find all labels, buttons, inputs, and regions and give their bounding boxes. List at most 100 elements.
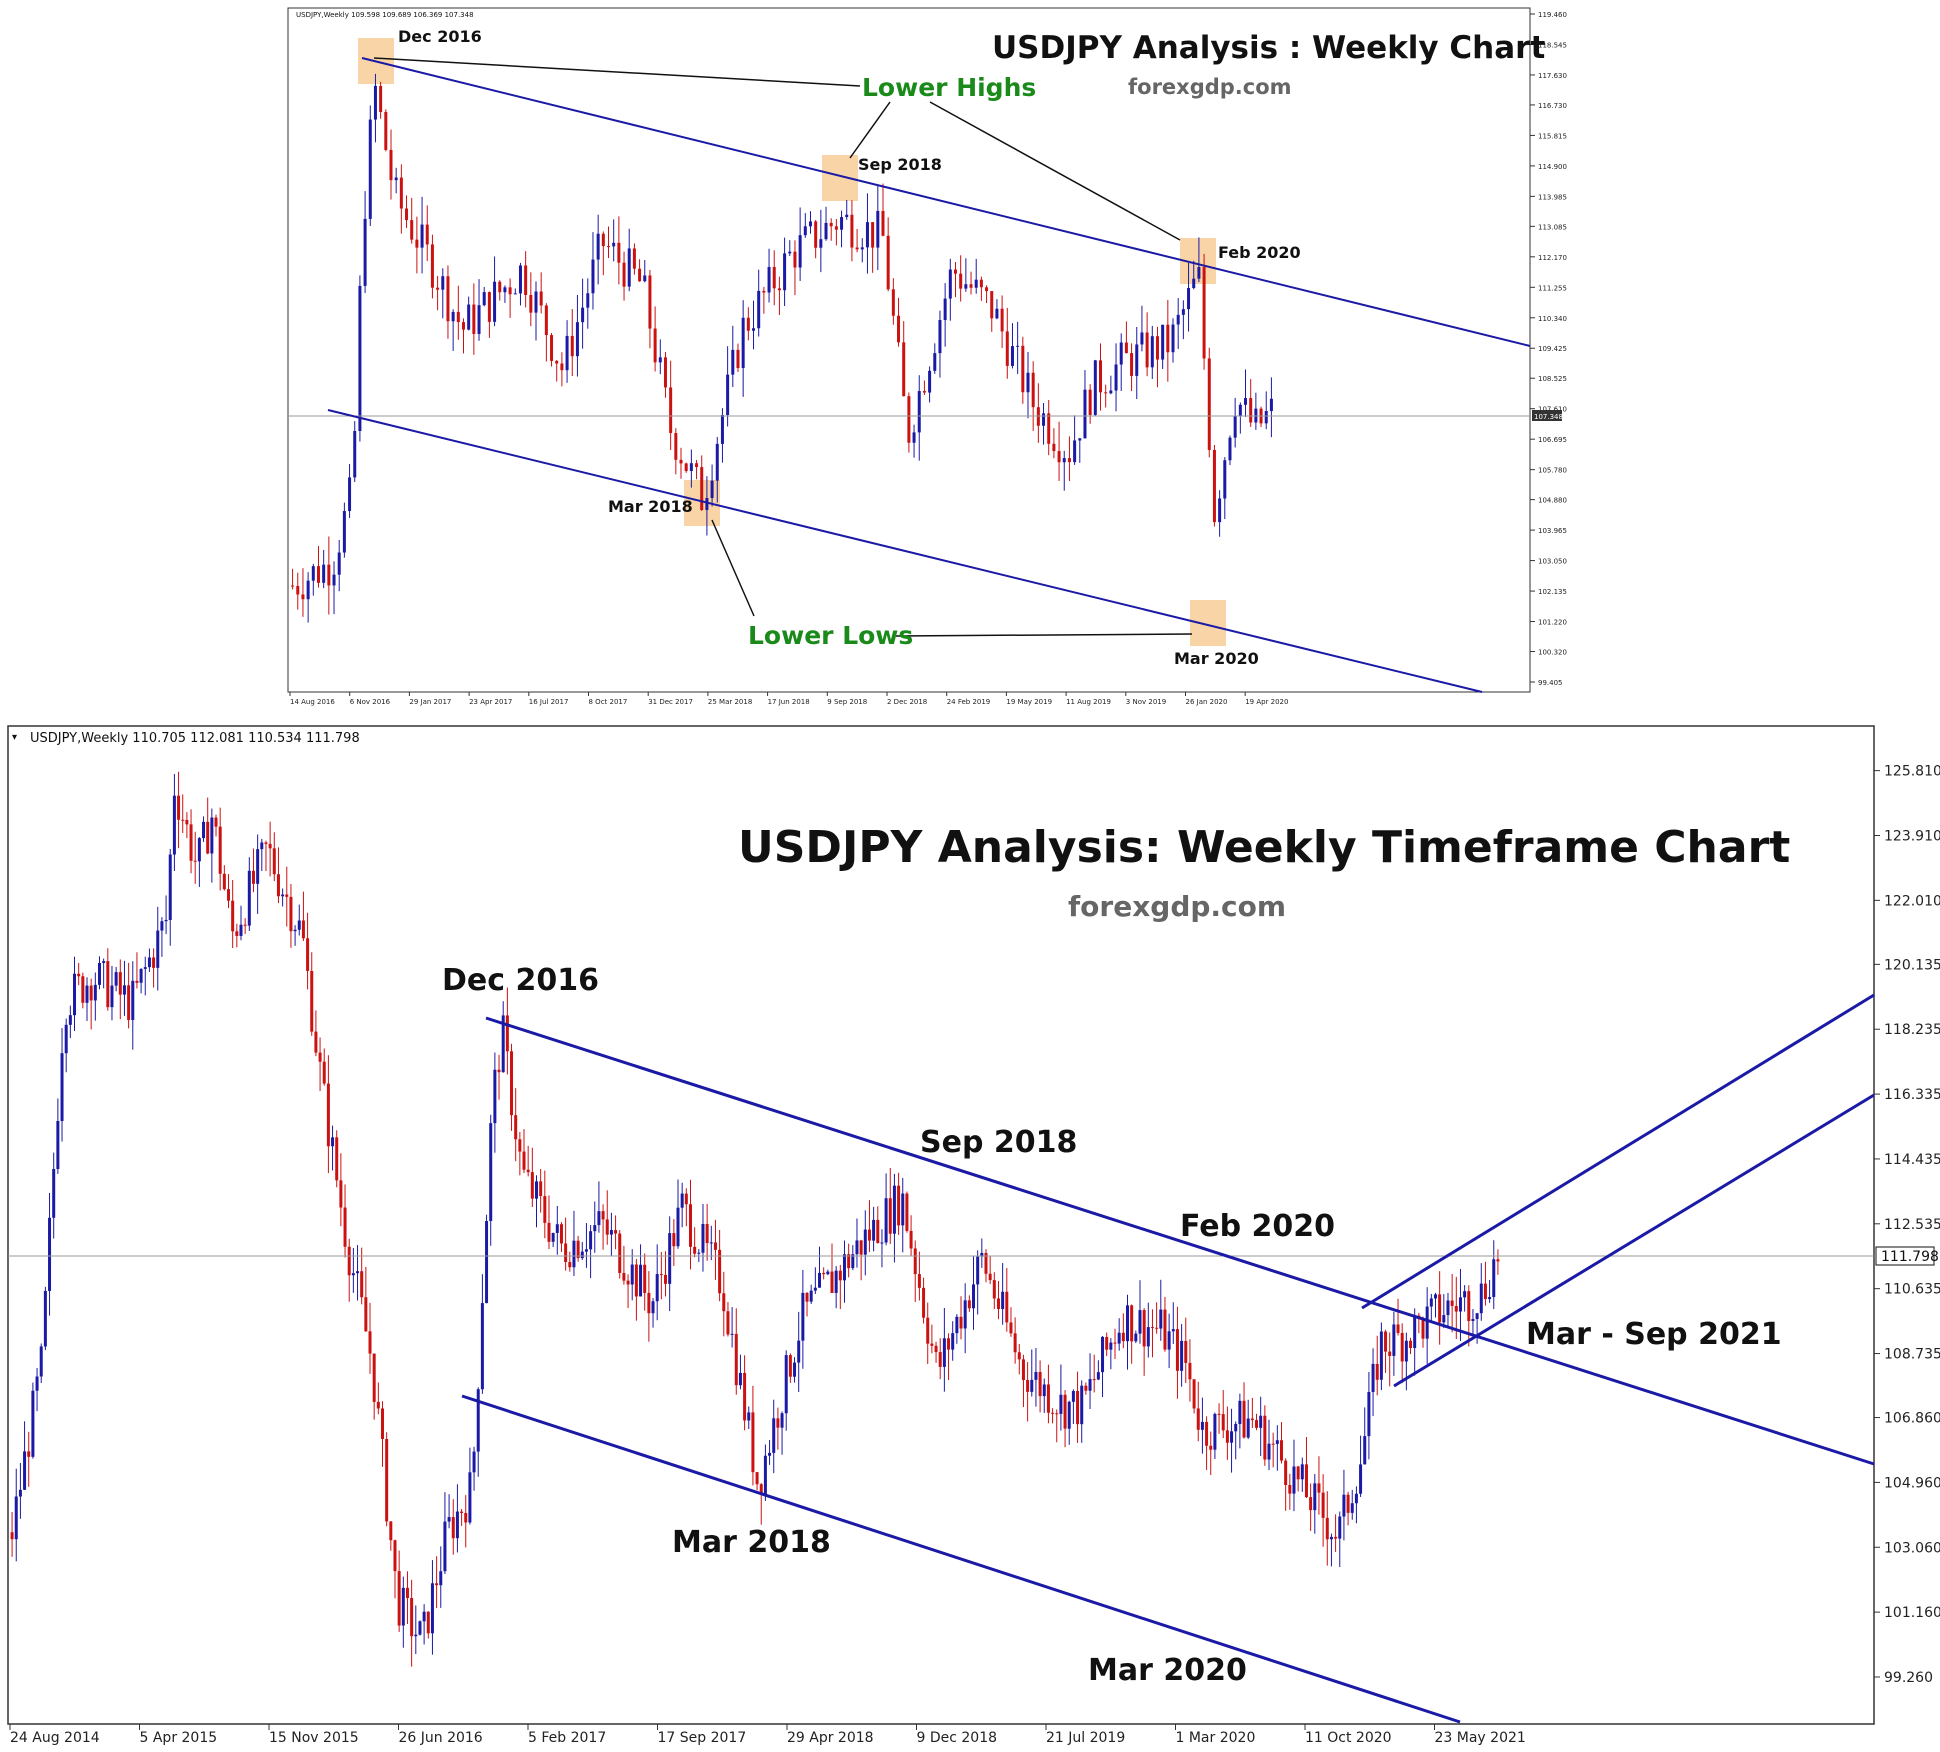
top-candle-body <box>1010 346 1014 366</box>
top-candle-body <box>518 265 522 294</box>
top-candle-body <box>368 119 372 219</box>
bottom-candle-body <box>56 1120 60 1169</box>
top-candle-body <box>544 305 548 336</box>
top-y-tick-label: 113.985 <box>1538 193 1567 201</box>
top-candle-body <box>405 208 409 221</box>
top-x-tick-label: 14 Aug 2016 <box>290 698 335 706</box>
bottom-candle-body <box>872 1219 876 1241</box>
bottom-candle-body <box>888 1198 892 1234</box>
bottom-candle-body <box>1284 1460 1288 1485</box>
top-label-mar2018: Mar 2018 <box>608 497 693 516</box>
top-candle-body <box>596 233 600 260</box>
bottom-candle-body <box>1400 1332 1404 1362</box>
bottom-candle-body <box>901 1193 905 1226</box>
bottom-candle-body <box>14 1496 18 1540</box>
bottom-candle-body <box>1321 1492 1325 1518</box>
top-label-sep2018: Sep 2018 <box>858 155 942 174</box>
top-candle-body <box>746 317 750 331</box>
top-candle-body <box>726 374 730 416</box>
top-header: USDJPY,Weekly 109.598 109.689 106.369 10… <box>296 11 474 19</box>
bottom-candle-body <box>514 1115 518 1140</box>
top-upper-channel-line <box>361 57 1531 347</box>
top-candle-body <box>446 276 450 322</box>
top-y-tick-label: 115.815 <box>1538 132 1567 140</box>
top-x-tick-label: 17 Jun 2018 <box>768 698 810 706</box>
bottom-candle-body <box>1475 1313 1479 1320</box>
bottom-candle-body <box>135 980 139 983</box>
bottom-candle-body <box>222 873 226 890</box>
bottom-candle-body <box>497 1069 501 1073</box>
bottom-candle-body <box>293 929 297 932</box>
top-candle-body <box>658 357 662 363</box>
bottom-candle-body <box>1080 1385 1084 1425</box>
bottom-y-tick-label: 104.960 <box>1884 1475 1940 1491</box>
bottom-candle-body <box>805 1292 809 1302</box>
top-chart: USDJPY,Weekly 109.598 109.689 106.369 10… <box>287 7 1567 706</box>
top-y-tick-label: 102.135 <box>1538 588 1567 596</box>
top-candle-body <box>575 322 579 357</box>
top-candle-body <box>824 222 828 240</box>
top-x-tick-label: 19 May 2019 <box>1006 698 1052 706</box>
bottom-candle-body <box>510 1051 514 1116</box>
bottom-candle-body <box>647 1292 651 1314</box>
top-candle-body <box>617 242 621 263</box>
bottom-candle-body <box>1409 1340 1413 1349</box>
bottom-collapse-arrow[interactable]: ▾ <box>12 732 17 743</box>
bottom-candle-body <box>10 1532 14 1540</box>
bottom-candle-body <box>830 1271 834 1293</box>
bottom-candle-body <box>1275 1440 1279 1444</box>
bottom-candle-body <box>1279 1440 1283 1461</box>
bottom-candle-body <box>64 1024 68 1054</box>
connector-feb2020 <box>929 101 1181 241</box>
top-candle-body <box>829 222 833 227</box>
bottom-candle-body <box>268 843 272 849</box>
bottom-chart-subtitle: forexgdp.com <box>1068 890 1286 923</box>
bottom-candle-body <box>1134 1333 1138 1342</box>
top-candle-body <box>399 177 403 209</box>
bottom-candle-body <box>356 1271 360 1274</box>
bottom-candle-body <box>1021 1359 1025 1381</box>
top-candle-body <box>612 242 616 247</box>
top-x-tick-label: 23 Apr 2017 <box>469 698 512 706</box>
bottom-candle-body <box>247 870 251 926</box>
top-candle-body <box>1067 458 1071 463</box>
bottom-candle-body <box>443 1521 447 1572</box>
top-candle-body <box>607 246 611 248</box>
bottom-candle-body <box>27 1451 31 1457</box>
top-candle-body <box>1093 360 1097 415</box>
bottom-candle-body <box>784 1355 788 1414</box>
top-candle-body <box>752 328 756 331</box>
bottom-candle-body <box>172 795 176 855</box>
bottom-candle-body <box>1425 1306 1429 1339</box>
bottom-candle-body <box>81 976 85 1003</box>
bottom-candle-body <box>160 921 164 931</box>
bottom-candle-body <box>110 985 114 1008</box>
bottom-candle-body <box>1375 1363 1379 1380</box>
top-y-tick-label: 114.900 <box>1538 163 1567 171</box>
bottom-candle-body <box>147 957 151 968</box>
top-label-feb2020: Feb 2020 <box>1218 243 1301 262</box>
bottom-candle-body <box>880 1242 884 1244</box>
bottom-candle-body <box>518 1139 522 1152</box>
bottom-candle-body <box>926 1317 930 1344</box>
bottom-label-feb2020: Feb 2020 <box>1180 1209 1335 1244</box>
bottom-candle-body <box>938 1352 942 1367</box>
connector-mar2018 <box>711 519 755 617</box>
top-candle-body <box>974 279 978 288</box>
bottom-candle-body <box>655 1274 659 1302</box>
bottom-candle-body <box>501 1015 505 1073</box>
bottom-candle-body <box>368 1331 372 1354</box>
bottom-candle-body <box>35 1376 39 1391</box>
bottom-candle-body <box>297 920 301 930</box>
bottom-candle-body <box>618 1233 622 1273</box>
top-candle-body <box>581 307 585 323</box>
bottom-candle-body <box>593 1225 597 1232</box>
bottom-candle-body <box>680 1193 684 1208</box>
top-candle-body <box>1166 324 1170 353</box>
top-label-dec2016: Dec 2016 <box>398 27 482 46</box>
top-plot-frame <box>287 7 1531 693</box>
bottom-y-tick-label: 99.260 <box>1884 1670 1933 1686</box>
bottom-x-tick-label: 21 Jul 2019 <box>1046 1730 1125 1746</box>
bottom-label-mar-sep2021: Mar - Sep 2021 <box>1526 1317 1782 1352</box>
bottom-candle-body <box>776 1418 780 1428</box>
